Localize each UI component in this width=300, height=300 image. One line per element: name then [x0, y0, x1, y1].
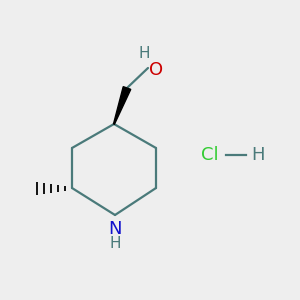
- Text: H: H: [109, 236, 121, 250]
- Text: O: O: [149, 61, 163, 79]
- Text: H: H: [138, 46, 150, 62]
- Text: Cl: Cl: [201, 146, 219, 164]
- Text: N: N: [108, 220, 122, 238]
- Polygon shape: [113, 87, 131, 124]
- Text: H: H: [251, 146, 265, 164]
